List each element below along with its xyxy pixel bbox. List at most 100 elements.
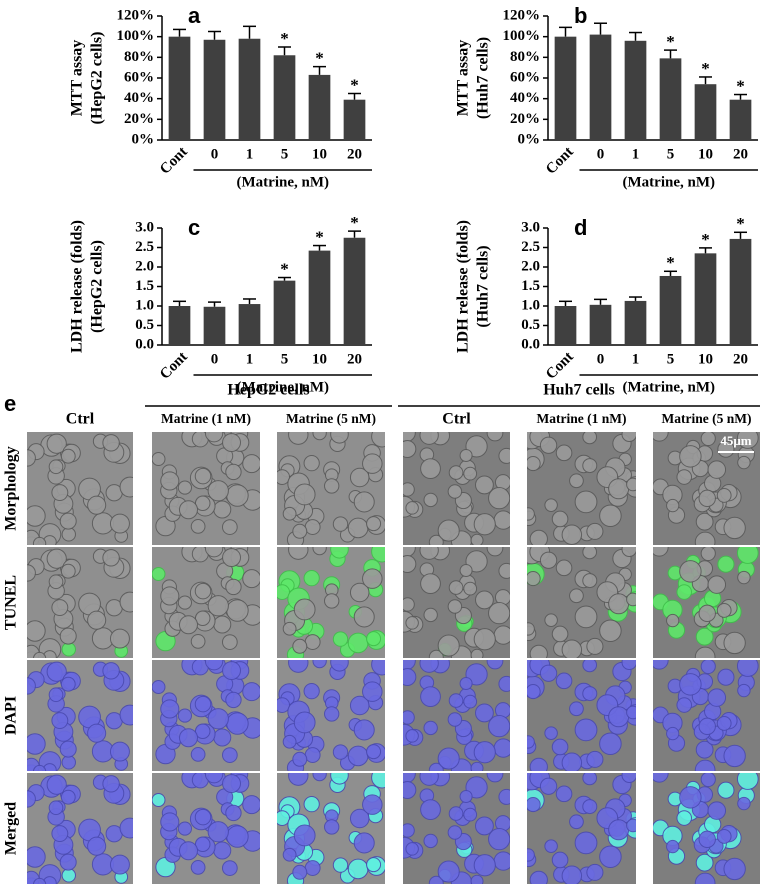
panel-label: a — [188, 3, 201, 28]
bar — [238, 304, 261, 345]
cell — [213, 841, 232, 860]
cell — [349, 808, 370, 829]
micrograph — [27, 773, 133, 884]
bar — [343, 237, 366, 345]
micrograph — [527, 547, 636, 658]
cell — [324, 706, 340, 722]
cell — [27, 564, 36, 582]
cell — [27, 790, 36, 808]
cell — [324, 819, 340, 835]
cell — [366, 631, 382, 647]
cell — [160, 586, 180, 606]
bar — [238, 38, 261, 140]
cell — [621, 773, 636, 784]
micrograph — [152, 547, 260, 658]
cell — [194, 723, 211, 739]
cell — [332, 857, 349, 873]
cell — [555, 785, 573, 803]
cell — [312, 547, 327, 556]
cell — [303, 455, 320, 472]
cell — [653, 432, 669, 442]
cell — [371, 773, 385, 789]
cell — [204, 432, 224, 443]
significance-mark: * — [701, 230, 710, 249]
significance-mark: * — [315, 49, 324, 68]
cell — [288, 547, 309, 560]
cell — [87, 723, 107, 743]
cell — [428, 875, 444, 884]
cell — [626, 592, 636, 607]
cell — [493, 738, 510, 758]
group-label: (Matrine, nM) — [237, 379, 329, 395]
cell — [586, 863, 604, 881]
cell — [493, 625, 510, 645]
y-tick-label: 100% — [503, 28, 541, 44]
micrograph — [403, 547, 510, 658]
cell — [737, 455, 751, 470]
micrograph — [527, 773, 636, 884]
cell — [470, 648, 484, 658]
y-tick-label: 0.0 — [135, 336, 154, 352]
cell — [736, 547, 759, 564]
cell — [194, 836, 211, 852]
cell — [277, 584, 291, 600]
bar — [729, 99, 752, 140]
bar — [659, 58, 682, 140]
cell — [737, 796, 751, 811]
bar — [624, 300, 647, 345]
cell — [60, 563, 76, 579]
bar — [589, 34, 612, 140]
cell — [679, 786, 702, 809]
cell — [419, 547, 439, 560]
cell — [621, 660, 636, 671]
cell — [473, 854, 496, 877]
cell — [428, 534, 444, 545]
cell — [347, 632, 369, 654]
cell — [347, 858, 369, 880]
cell — [700, 547, 716, 562]
cell — [437, 634, 460, 657]
row-label: TUNEL — [3, 575, 20, 630]
cell — [698, 830, 716, 849]
cell — [222, 548, 242, 568]
cell — [366, 857, 382, 873]
cell — [420, 799, 441, 821]
cell — [353, 491, 375, 513]
micrograph — [277, 432, 385, 545]
cell — [109, 741, 130, 762]
cell — [194, 808, 212, 826]
cell — [277, 810, 291, 826]
cell — [707, 801, 727, 820]
bar — [273, 280, 296, 345]
cell — [119, 476, 133, 498]
y-axis-label: (HepG2 cells) — [89, 240, 106, 333]
cell — [551, 738, 569, 756]
cell — [569, 588, 584, 604]
cell — [599, 619, 622, 642]
column-header: Ctrl — [66, 411, 95, 428]
column-header: Matrine (1 nM) — [537, 411, 627, 426]
cell — [332, 631, 349, 647]
cell — [707, 575, 727, 594]
cell — [447, 825, 463, 840]
cell — [59, 627, 77, 645]
cell — [178, 615, 198, 635]
bar — [589, 304, 612, 345]
y-tick-label: 0.0 — [521, 336, 540, 352]
group-title: HepG2 cells — [227, 382, 309, 399]
y-axis-label: MTT assay — [69, 40, 86, 117]
cell — [109, 628, 130, 649]
y-tick-label: 1.0 — [135, 297, 154, 313]
cell — [194, 695, 212, 713]
cell — [475, 703, 494, 723]
cell — [527, 507, 535, 521]
x-tick-label: 20 — [347, 146, 362, 162]
y-axis-label: (Huh7 cells) — [475, 245, 492, 327]
cell — [698, 717, 716, 736]
cell — [405, 729, 419, 743]
cell — [27, 505, 46, 527]
cell — [694, 646, 716, 658]
cell — [102, 775, 120, 793]
x-tick-label: 20 — [733, 146, 748, 162]
